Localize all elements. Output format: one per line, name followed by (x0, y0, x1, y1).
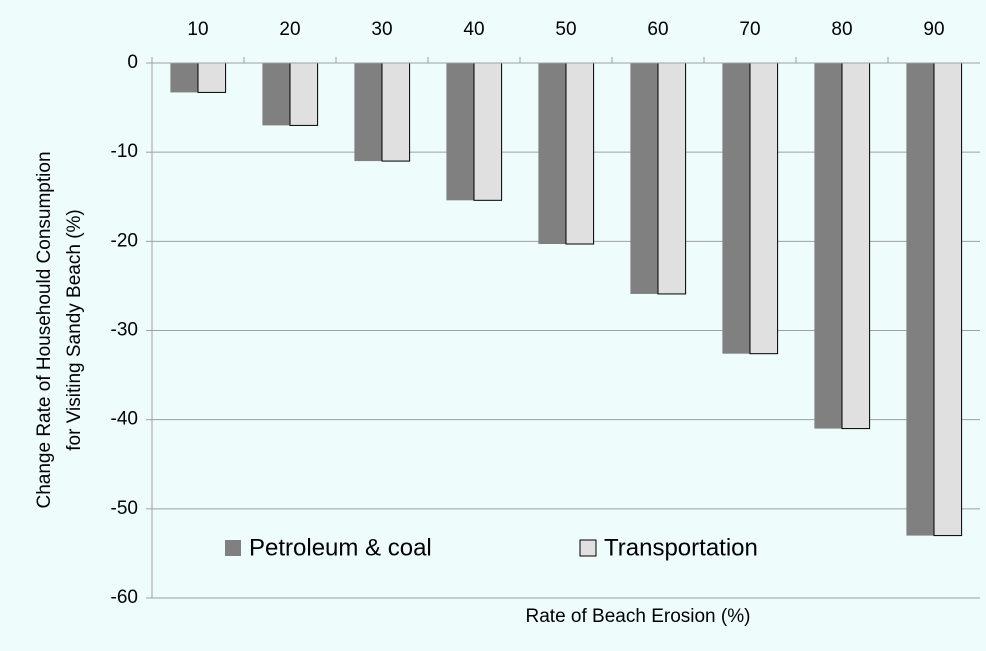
x-tick-label: 10 (187, 19, 208, 40)
bar (906, 63, 934, 536)
x-tick-label: 50 (555, 19, 576, 40)
legend-label: Petroleum & coal (249, 534, 432, 561)
bar (657, 62, 687, 295)
legend-label: Transportation (604, 534, 758, 561)
x-tick-label: 70 (739, 19, 760, 40)
y-axis-label: Change Rate of Househould Consumption (34, 151, 55, 508)
bar (841, 62, 871, 430)
bar (565, 62, 595, 245)
y-axis-label: for Visiting Sandy Beach (%) (64, 209, 85, 451)
y-tick-label: -50 (111, 498, 138, 519)
y-tick-label: 0 (127, 52, 138, 73)
x-tick-label: 60 (647, 19, 668, 40)
x-tick-label: 30 (371, 19, 392, 40)
y-tick-label: -20 (111, 230, 138, 251)
bar (722, 63, 750, 354)
legend-swatch (579, 539, 597, 557)
bar (381, 62, 411, 162)
bar (289, 62, 319, 126)
y-tick-label: -10 (111, 141, 138, 162)
y-tick-label: -60 (111, 587, 138, 608)
bar (354, 63, 382, 162)
x-tick-label: 20 (279, 19, 300, 40)
bar (473, 62, 503, 201)
bar (814, 63, 842, 429)
y-tick-label: -40 (111, 409, 138, 430)
bar (933, 62, 963, 537)
bar (446, 63, 474, 201)
x-tick-label: 40 (463, 19, 484, 40)
bar (262, 63, 290, 126)
bar (170, 63, 198, 93)
bar (197, 62, 227, 93)
x-tick-label: 90 (923, 19, 944, 40)
bar (749, 62, 779, 355)
bar (538, 63, 566, 245)
x-axis-label: Rate of Beach Erosion (%) (526, 606, 751, 627)
legend-swatch (225, 540, 241, 556)
bar (630, 63, 658, 294)
y-tick-label: -30 (111, 320, 138, 341)
x-tick-label: 80 (831, 19, 852, 40)
